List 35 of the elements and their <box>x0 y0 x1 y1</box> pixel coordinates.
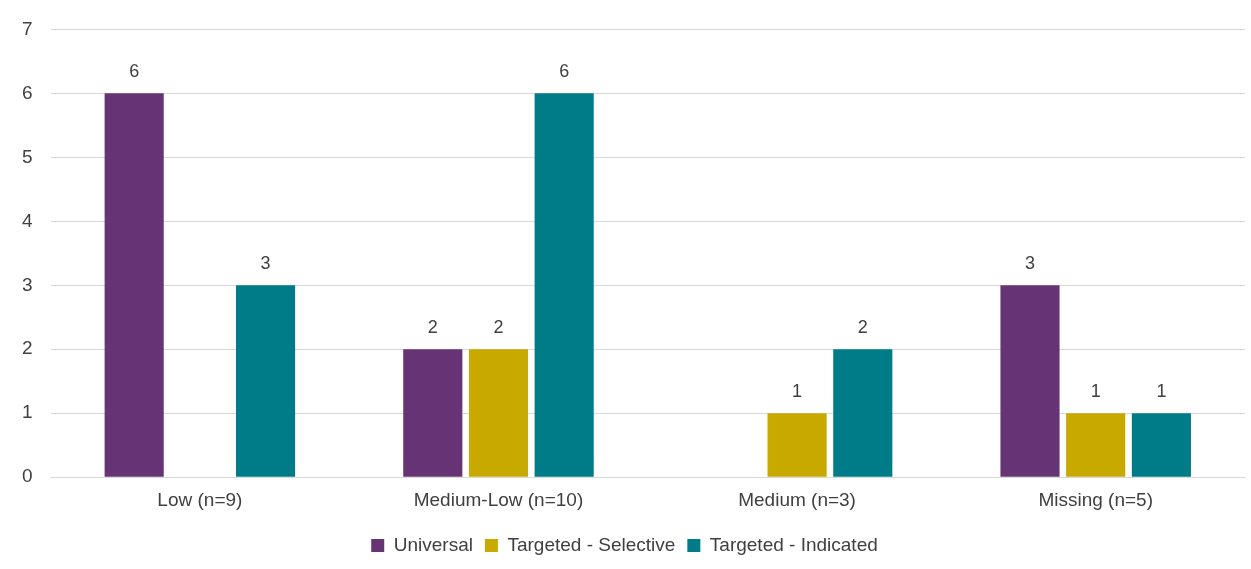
data-label: 3 <box>1024 253 1036 274</box>
data-label: 1 <box>792 381 803 402</box>
bar <box>403 349 463 477</box>
data-label: 2 <box>493 317 504 338</box>
legend-label: Targeted - Selective <box>507 533 676 555</box>
legend-label: Targeted - Indicated <box>709 533 878 555</box>
data-label: 3 <box>260 253 271 274</box>
bar <box>534 93 594 477</box>
y-tick-label: 0 <box>21 465 33 487</box>
y-tick-label: 6 <box>21 81 33 103</box>
y-tick-label: 3 <box>21 273 33 295</box>
x-tick-label: Low (n=9) <box>157 488 243 510</box>
data-label: 2 <box>857 317 868 338</box>
y-tick-label: 2 <box>21 337 33 359</box>
legend-label: Universal <box>393 533 473 555</box>
data-label: 6 <box>129 61 140 82</box>
data-label: 1 <box>1156 381 1167 402</box>
bar <box>833 349 893 477</box>
bar <box>104 93 164 477</box>
x-tick-label: Missing (n=5) <box>1038 488 1153 510</box>
bar <box>468 349 529 477</box>
y-tick-label: 1 <box>21 401 33 423</box>
bar <box>1131 413 1191 477</box>
y-tick-label: 4 <box>21 209 33 231</box>
y-tick-label: 7 <box>21 17 33 39</box>
data-label: 6 <box>559 61 570 82</box>
bar <box>767 413 827 477</box>
x-tick-label: Medium-Low (n=10) <box>413 488 584 510</box>
data-label: 1 <box>1090 381 1101 402</box>
y-tick-label: 5 <box>21 145 33 167</box>
bar <box>1000 285 1060 477</box>
bar <box>236 285 296 477</box>
x-tick-label: Medium (n=3) <box>738 488 856 510</box>
data-label: 2 <box>427 317 438 338</box>
bar <box>1066 413 1126 477</box>
